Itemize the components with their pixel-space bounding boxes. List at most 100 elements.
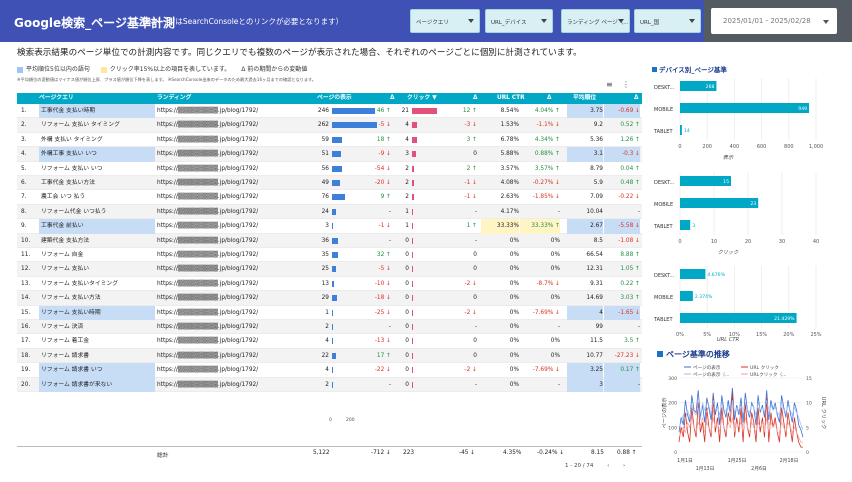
table-row[interactable]: 16. リフォーム 決済 https://▒▒▒▒▒▒▒▒▒.jp/blog/179…	[17, 320, 642, 335]
cell-position: 7.09	[590, 194, 603, 201]
x-tick-label: 1月1日	[677, 458, 693, 464]
cell-query: リフォーム 支払い時期	[39, 305, 155, 320]
table-row[interactable]: 18. リフォーム 請求書 https://▒▒▒▒▒▒▒▒▒.jp/blog/17…	[17, 348, 642, 364]
cell-clicks-delta: 0	[473, 295, 477, 302]
next-page-icon[interactable]: ›	[623, 463, 626, 469]
impressions-bar	[332, 223, 333, 230]
legend-swatch	[100, 66, 107, 73]
x-tick-label: 2月6日	[751, 466, 767, 472]
cell-clicks-delta: 1 ↑	[466, 223, 477, 230]
col-header-impressions-delta[interactable]: Δ	[390, 95, 395, 101]
cell-clicks-delta: -1 ↓	[464, 194, 477, 201]
table-toolbar: ≡ ⋮	[606, 80, 636, 90]
cell-clicks: 0	[405, 266, 409, 273]
table-row[interactable]: 11. リフォーム 自金 https://▒▒▒▒▒▒▒▒▒.jp/blog/179…	[17, 248, 642, 263]
clicks-bar	[412, 280, 413, 287]
row-number: 5.	[21, 165, 27, 172]
cell-clicks: 3	[405, 151, 409, 158]
table-row[interactable]: 2. リフォーム 支払い タイミング https://▒▒▒▒▒▒▒▒▒.jp/bl…	[17, 118, 642, 133]
legend-label: 平均順位5位以内の語句	[26, 66, 90, 73]
cell-impressions: 2	[325, 381, 329, 388]
filter-label: URL_デバイス	[491, 20, 527, 26]
prev-page-icon[interactable]: ‹	[607, 463, 610, 469]
impressions-bar	[332, 108, 375, 114]
filter-landing-page[interactable]: ランディング ページ（...	[561, 9, 630, 33]
more-vert-icon[interactable]: ⋮	[622, 80, 630, 89]
y-axis-title: ページの表示	[660, 397, 668, 428]
cell-ctr-delta: -1.85% ↓	[532, 194, 560, 201]
cell-clicks-delta: -2 ↓	[464, 280, 477, 287]
row-number: 10.	[21, 237, 31, 244]
cell-landing-url: https://▒▒▒▒▒▒▒▒▒.jp/blog/1792/	[157, 338, 259, 345]
cell-position-delta: -0.3 ↓	[604, 147, 640, 162]
table-row[interactable]: 13. リフォーム 支払いタイミング https://▒▒▒▒▒▒▒▒▒.jp/bl…	[17, 277, 642, 292]
cell-position-delta: 0.22 ↑	[620, 280, 640, 287]
cell-query: リフォーム 支払いタイミング	[41, 280, 119, 287]
cell-landing-url: https://▒▒▒▒▒▒▒▒▒.jp/blog/1792/	[157, 252, 259, 258]
bar	[680, 198, 759, 208]
cell-query: リフォーム 請求書が来ない	[39, 377, 155, 392]
table-row[interactable]: 3. 外構 支払い タイミング https://▒▒▒▒▒▒▒▒▒.jp/blog/…	[17, 133, 642, 148]
cell-landing-url: https://▒▒▒▒▒▒▒▒▒.jp/blog/1792/	[157, 295, 259, 302]
clicks-bar	[412, 381, 413, 388]
cell-ctr: 3.57%	[500, 165, 519, 172]
table-row[interactable]: 10. 建築代金 支払方法 https://▒▒▒▒▒▒▒▒▒.jp/blog/17…	[17, 233, 642, 248]
col-header-landing[interactable]: ランディング	[157, 95, 192, 101]
cell-query: 建築代金 支払方法	[41, 237, 90, 244]
cell-ctr-delta: 33.33% ↑	[520, 219, 560, 234]
category-label: DESKT...	[654, 85, 675, 91]
chevron-down-icon	[541, 19, 547, 23]
table-row[interactable]: 19. リフォーム 請求書 いつ https://▒▒▒▒▒▒▒▒▒.jp/blog…	[17, 363, 642, 378]
table-row[interactable]: 5. リフォーム 支払い いつ https://▒▒▒▒▒▒▒▒▒.jp/blog/…	[17, 162, 642, 176]
cell-impressions: 22	[321, 352, 329, 359]
cell-ctr: 0%	[509, 309, 519, 316]
table-row[interactable]: 9. 工事代金 前払い https://▒▒▒▒▒▒▒▒▒.jp/blog/1792…	[17, 219, 642, 234]
title-square-icon	[657, 351, 663, 357]
col-header-clicks-delta[interactable]: Δ	[473, 95, 478, 101]
col-header-ctr-delta[interactable]: Δ	[547, 95, 552, 101]
cell-clicks: 2	[405, 180, 409, 186]
date-range-picker[interactable]: 2025/01/01 - 2025/02/28	[711, 8, 837, 34]
table-row[interactable]: 20. リフォーム 請求書が来ない https://▒▒▒▒▒▒▒▒▒.jp/blo…	[17, 377, 642, 392]
data-label: 23	[750, 201, 756, 207]
y2-tick-label: 10	[806, 401, 812, 407]
col-header-position-delta[interactable]: Δ	[634, 95, 639, 101]
y-tick-label: 100	[668, 425, 677, 431]
filter-url-device[interactable]: URL_デバイス	[485, 9, 553, 33]
cell-ctr: 0%	[509, 352, 519, 359]
table-row[interactable]: 6. 工事代金 支払い方法 https://▒▒▒▒▒▒▒▒▒.jp/blog/17…	[17, 176, 642, 191]
cell-position: 99	[595, 324, 603, 330]
table-row[interactable]: 4. 外構工事 支払い いつ https://▒▒▒▒▒▒▒▒▒.jp/blog/1…	[17, 147, 642, 162]
table-row[interactable]: 12. リフォーム 支払い https://▒▒▒▒▒▒▒▒▒.jp/blog/17…	[17, 262, 642, 277]
cell-query: リフォーム 請求書 いつ	[39, 363, 155, 378]
pagination-range: 1 - 20 / 74	[565, 463, 594, 469]
cell-landing-url: https://▒▒▒▒▒▒▒▒▒.jp/blog/1792/	[157, 223, 259, 230]
legend-label: Δ 前の期間からの変動値	[241, 66, 308, 73]
table-row[interactable]: 1. 工事代金 支払い時期 https://▒▒▒▒▒▒▒▒▒.jp/blog/17…	[17, 104, 642, 119]
cell-clicks-delta: -3 ↓	[464, 122, 477, 129]
col-header-position[interactable]: 平均順位	[573, 95, 597, 101]
table-row[interactable]: 15. リフォーム 支払い時期 https://▒▒▒▒▒▒▒▒▒.jp/blog/…	[17, 305, 642, 320]
col-header-impressions[interactable]: ページの表示	[317, 95, 352, 101]
cell-clicks: 0	[405, 324, 409, 330]
col-header-clicks[interactable]: クリック ▼	[407, 95, 437, 101]
filter-icon[interactable]: ≡	[606, 80, 613, 89]
cell-impressions-delta: 9 ↑	[380, 194, 391, 201]
col-header-ctr[interactable]: URL CTR	[497, 95, 525, 101]
data-label: 949	[798, 106, 807, 112]
cell-impressions: 1	[325, 309, 329, 316]
cell-clicks-delta: -	[474, 381, 477, 388]
table-row[interactable]: 14. リフォーム 支払い方法 https://▒▒▒▒▒▒▒▒▒.jp/blog/…	[17, 291, 642, 306]
col-header-query[interactable]: ページクエリ	[39, 95, 74, 101]
filter-url-country[interactable]: URL_国	[634, 9, 701, 33]
cell-clicks-delta: -	[474, 237, 477, 244]
date-range-panel: 2025/01/01 - 2025/02/28	[704, 0, 852, 42]
bar	[680, 269, 706, 279]
table-row[interactable]: 8. リフォーム代金 いつ払う https://▒▒▒▒▒▒▒▒▒.jp/blog/…	[17, 204, 642, 220]
table-row[interactable]: 7. 農工会 いつ 払う https://▒▒▒▒▒▒▒▒▒.jp/blog/179…	[17, 190, 642, 205]
cell-landing-url: https://▒▒▒▒▒▒▒▒▒.jp/blog/1792/	[157, 324, 259, 330]
cell-ctr-delta: -7.69% ↓	[532, 367, 560, 374]
table-row[interactable]: 17. リフォーム 着工金 https://▒▒▒▒▒▒▒▒▒.jp/blog/17…	[17, 334, 642, 349]
filter-page-query[interactable]: ページクエリ	[410, 9, 480, 33]
cell-position: 9.2	[593, 122, 603, 129]
